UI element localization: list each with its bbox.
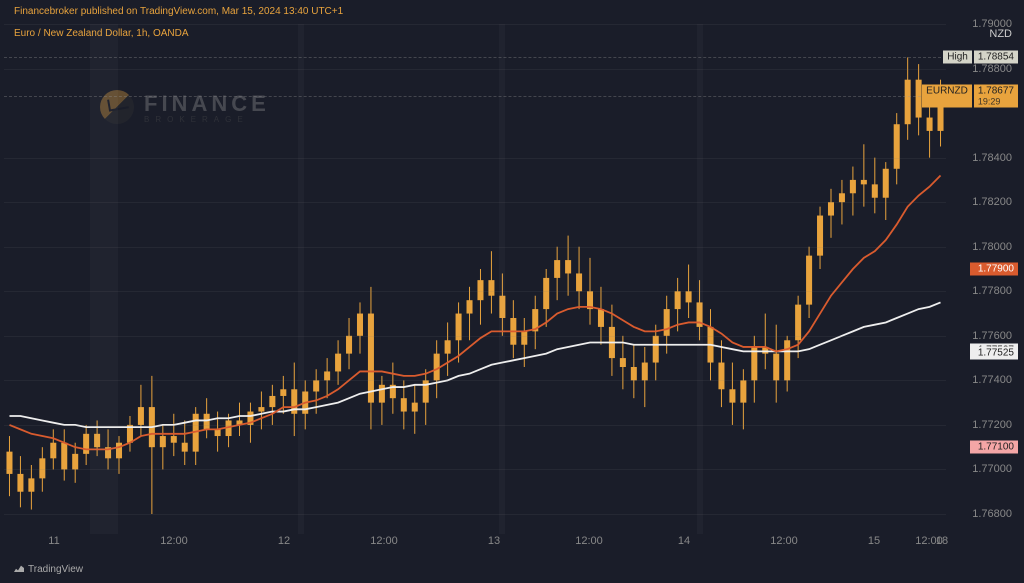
y-tick: 1.77800: [972, 285, 1012, 297]
grid-line: [4, 514, 946, 515]
y-tick: 1.77600: [972, 330, 1012, 342]
x-tick: 12:00: [770, 535, 798, 547]
y-axis[interactable]: NZD 1.790001.788001.784001.782001.780001…: [948, 24, 1020, 534]
candlestick-chart: [4, 24, 946, 514]
x-tick: 14: [678, 535, 690, 547]
x-tick: 12:00: [370, 535, 398, 547]
grid-line: [4, 469, 946, 470]
x-tick: 18: [936, 535, 948, 547]
price-label: 1.77525: [970, 346, 1018, 359]
price-line: [4, 96, 946, 97]
x-tick: 11: [48, 535, 59, 547]
grid-line: [4, 202, 946, 203]
session-band: [499, 24, 505, 534]
grid-line: [4, 69, 946, 70]
price-label: 1.77100: [970, 441, 1018, 454]
grid-line: [4, 158, 946, 159]
publisher-line: Financebroker published on TradingView.c…: [14, 6, 343, 17]
session-band: [697, 24, 703, 534]
y-tick: 1.78400: [972, 152, 1012, 164]
x-tick: 13: [488, 535, 500, 547]
tradingview-brand: TradingView: [14, 564, 83, 575]
grid-line: [4, 291, 946, 292]
price-line: [4, 57, 946, 58]
price-label: 1.77900: [970, 263, 1018, 276]
x-tick: 12:00: [575, 535, 603, 547]
grid-line: [4, 425, 946, 426]
x-tick: 12: [278, 535, 290, 547]
y-tick: 1.76800: [972, 508, 1012, 520]
y-tick: 1.79000: [972, 18, 1012, 30]
session-band: [90, 24, 118, 534]
grid-line: [4, 24, 946, 25]
x-tick: 12:00: [160, 535, 188, 547]
x-tick: 15: [868, 535, 880, 547]
grid-line: [4, 247, 946, 248]
grid-line: [4, 380, 946, 381]
chart-area[interactable]: [4, 24, 946, 534]
session-band: [298, 24, 304, 534]
y-tick: 1.77400: [972, 374, 1012, 386]
grid-line: [4, 336, 946, 337]
y-tick: 1.78800: [972, 63, 1012, 75]
y-tick: 1.78200: [972, 196, 1012, 208]
y-tick: 1.77200: [972, 419, 1012, 431]
price-label: High1.78854: [943, 50, 1018, 63]
y-tick: 1.78000: [972, 241, 1012, 253]
price-label: EURNZD1.7867719:29: [922, 84, 1018, 107]
y-tick: 1.77000: [972, 463, 1012, 475]
x-axis[interactable]: 1112:001212:001312:001412:001512:0018: [4, 535, 946, 555]
